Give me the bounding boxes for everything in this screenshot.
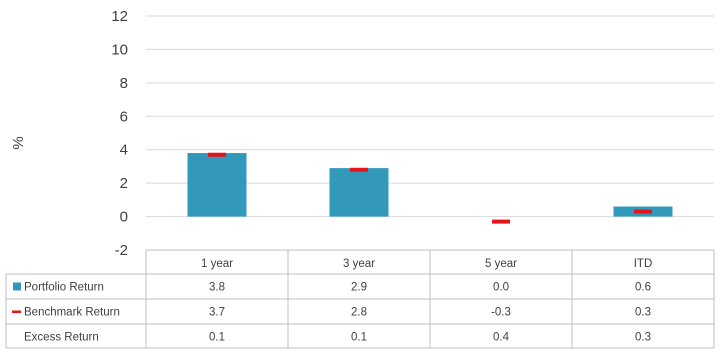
legend-key-benchmark (12, 310, 21, 313)
table-cell: 3.8 (209, 282, 225, 294)
category-label: 5 year (485, 258, 517, 270)
table-cell: 0.6 (635, 282, 651, 294)
y-tick-label: 8 (120, 75, 128, 92)
y-tick-label: -2 (115, 242, 128, 259)
y-tick-label: 12 (111, 8, 128, 25)
legend-key-portfolio (13, 282, 21, 291)
table-cell: 0.3 (635, 332, 651, 344)
table-cell: 0.1 (209, 332, 225, 344)
table-cell: 0.0 (493, 282, 509, 294)
data-table: 1 year 3 year 5 year ITD Portfolio Return 3.8… (5, 249, 715, 349)
table-cell: 2.9 (351, 282, 367, 294)
row-label: Excess Return (24, 332, 99, 344)
y-tick-label: 0 (120, 209, 128, 226)
portfolio-bars (187, 153, 673, 217)
portfolio-bar (329, 168, 389, 217)
y-tick-label: 6 (120, 108, 128, 125)
table-cell: 0.4 (493, 332, 510, 344)
portfolio-bar (187, 153, 247, 217)
table-cell: 0.3 (635, 307, 651, 319)
benchmark-marker (634, 209, 652, 214)
y-axis-ticks: -2 0 2 4 6 8 10 12 (111, 8, 128, 259)
table-cell: 3.7 (209, 307, 225, 319)
benchmark-markers (208, 152, 652, 224)
benchmark-marker (492, 219, 510, 224)
y-tick-label: 10 (111, 41, 128, 58)
category-label: 3 year (343, 258, 375, 270)
table-cell: 0.1 (351, 332, 367, 344)
category-label: 1 year (201, 258, 233, 270)
table-cell: 2.8 (351, 307, 367, 319)
y-tick-label: 4 (120, 142, 128, 159)
y-axis-label: % (10, 136, 27, 149)
category-label: ITD (634, 258, 653, 270)
row-label: Benchmark Return (24, 307, 120, 319)
benchmark-marker (208, 152, 226, 157)
table-cell: -0.3 (491, 307, 511, 319)
y-tick-label: 2 (120, 175, 128, 192)
row-label: Portfolio Return (24, 282, 104, 294)
benchmark-marker (350, 167, 368, 172)
